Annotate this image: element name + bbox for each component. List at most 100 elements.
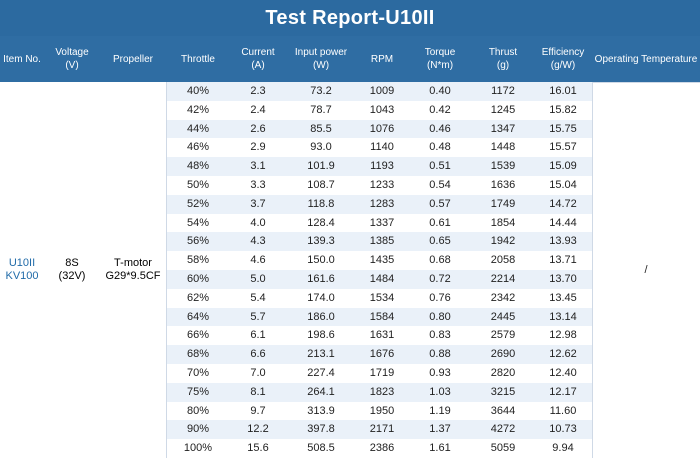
cell-input-power: 101.9 <box>307 160 335 173</box>
cell-input-power: 508.5 <box>307 442 335 455</box>
table-row: 62% 5.4 174.0 1534 0.76 2342 13.45 <box>166 288 592 308</box>
motor-info: U10II KV100 8S (32V) T-motor G29*9.5CF <box>0 82 166 458</box>
cell-current: 9.7 <box>250 404 266 417</box>
cell-current: 4.6 <box>250 254 266 267</box>
cell-rpm: 1676 <box>369 348 395 361</box>
cell-thrust: 2820 <box>490 366 516 379</box>
cell-efficiency: 11.60 <box>549 404 577 417</box>
cell-torque: 1.03 <box>429 385 451 398</box>
cell-current: 5.4 <box>250 291 266 304</box>
cell-input-power: 264.1 <box>307 385 335 398</box>
cell-thrust: 2058 <box>490 254 516 267</box>
cell-efficiency: 13.45 <box>549 291 577 304</box>
cell-throttle: 62% <box>186 291 210 304</box>
table-row: 46% 2.9 93.0 1140 0.48 1448 15.57 <box>166 138 592 158</box>
item-no-cell: U10II KV100 <box>5 257 39 282</box>
cell-current: 4.0 <box>250 216 266 229</box>
cell-thrust: 2690 <box>490 348 516 361</box>
table-row: 40% 2.3 73.2 1009 0.40 1172 16.01 <box>166 82 592 101</box>
col-propeller: Propeller <box>112 53 154 65</box>
cell-input-power: 174.0 <box>307 291 335 304</box>
col-torque: Torque (N*m) <box>424 47 456 71</box>
operating-temperature-cell: / <box>644 264 648 276</box>
cell-throttle: 60% <box>186 272 210 285</box>
table-row: 90% 12.2 397.8 2171 1.37 4272 10.73 <box>166 420 592 440</box>
cell-torque: 0.40 <box>429 85 451 97</box>
cell-torque: 0.80 <box>429 310 451 323</box>
cell-rpm: 1076 <box>369 122 395 135</box>
table-row: 52% 3.7 118.8 1283 0.57 1749 14.72 <box>166 194 592 214</box>
table-row: 48% 3.1 101.9 1193 0.51 1539 15.09 <box>166 157 592 176</box>
cell-throttle: 42% <box>186 103 210 116</box>
cell-throttle: 75% <box>186 385 210 398</box>
table-row: 80% 9.7 313.9 1950 1.19 3644 11.60 <box>166 401 592 421</box>
table-row: 60% 5.0 161.6 1484 0.72 2214 13.70 <box>166 269 592 289</box>
cell-rpm: 1719 <box>369 366 395 379</box>
cell-throttle: 54% <box>186 216 210 229</box>
cell-rpm: 1009 <box>369 85 395 97</box>
cell-efficiency: 12.40 <box>549 366 577 379</box>
table-header: Item No. Voltage (V) Propeller Throttle … <box>0 36 700 82</box>
cell-torque: 0.57 <box>429 197 451 210</box>
cell-efficiency: 9.94 <box>552 442 574 455</box>
cell-current: 8.1 <box>250 385 266 398</box>
cell-rpm: 1823 <box>369 385 395 398</box>
cell-throttle: 50% <box>186 178 210 191</box>
cell-thrust: 1636 <box>490 178 516 191</box>
cell-current: 2.6 <box>250 122 266 135</box>
cell-torque: 1.19 <box>429 404 451 417</box>
cell-thrust: 2214 <box>490 272 516 285</box>
cell-torque: 0.88 <box>429 348 451 361</box>
cell-thrust: 4272 <box>490 423 516 436</box>
cell-current: 2.4 <box>250 103 266 116</box>
cell-thrust: 2445 <box>490 310 516 323</box>
cell-efficiency: 14.44 <box>549 216 577 229</box>
cell-thrust: 3644 <box>490 404 516 417</box>
cell-throttle: 66% <box>186 329 210 342</box>
cell-input-power: 227.4 <box>307 366 335 379</box>
col-operating-temperature: Operating Temperature <box>594 53 698 65</box>
cell-efficiency: 16.01 <box>549 85 577 97</box>
cell-thrust: 1245 <box>490 103 516 116</box>
col-input-power: Input power (W) <box>294 47 348 71</box>
cell-input-power: 108.7 <box>307 178 335 191</box>
cell-current: 2.3 <box>250 85 266 97</box>
cell-rpm: 1283 <box>369 197 395 210</box>
cell-thrust: 2342 <box>490 291 516 304</box>
cell-input-power: 186.0 <box>307 310 335 323</box>
table-row: 44% 2.6 85.5 1076 0.46 1347 15.75 <box>166 119 592 139</box>
cell-torque: 0.83 <box>429 329 451 342</box>
cell-thrust: 1448 <box>490 141 516 154</box>
cell-current: 3.3 <box>250 178 266 191</box>
cell-current: 6.1 <box>250 329 266 342</box>
cell-input-power: 313.9 <box>307 404 335 417</box>
cell-current: 7.0 <box>250 366 266 379</box>
cell-torque: 0.93 <box>429 366 451 379</box>
col-thrust: Thrust (g) <box>488 47 518 71</box>
cell-input-power: 198.6 <box>307 329 335 342</box>
cell-input-power: 85.5 <box>310 122 332 135</box>
table-row: 64% 5.7 186.0 1584 0.80 2445 13.14 <box>166 307 592 327</box>
cell-input-power: 93.0 <box>310 141 332 154</box>
cell-efficiency: 13.93 <box>549 235 577 248</box>
table-row: 54% 4.0 128.4 1337 0.61 1854 14.44 <box>166 213 592 233</box>
table-row: 42% 2.4 78.7 1043 0.42 1245 15.82 <box>166 100 592 120</box>
cell-thrust: 5059 <box>490 442 516 455</box>
cell-torque: 0.46 <box>429 122 451 135</box>
cell-throttle: 44% <box>186 122 210 135</box>
cell-rpm: 1584 <box>369 310 395 323</box>
cell-input-power: 161.6 <box>307 272 335 285</box>
report-title: Test Report-U10II <box>0 0 700 36</box>
cell-throttle: 46% <box>186 141 210 154</box>
cell-torque: 0.51 <box>429 160 451 173</box>
cell-efficiency: 12.62 <box>549 348 577 361</box>
cell-thrust: 1347 <box>490 122 516 135</box>
cell-rpm: 1337 <box>369 216 395 229</box>
cell-thrust: 3215 <box>490 385 516 398</box>
table-row: 100% 15.6 508.5 2386 1.61 5059 9.94 <box>166 439 592 458</box>
cell-torque: 0.54 <box>429 178 451 191</box>
cell-efficiency: 14.72 <box>549 197 577 210</box>
cell-efficiency: 13.14 <box>549 310 577 323</box>
cell-throttle: 70% <box>186 366 210 379</box>
propeller-cell: T-motor G29*9.5CF <box>105 257 161 282</box>
